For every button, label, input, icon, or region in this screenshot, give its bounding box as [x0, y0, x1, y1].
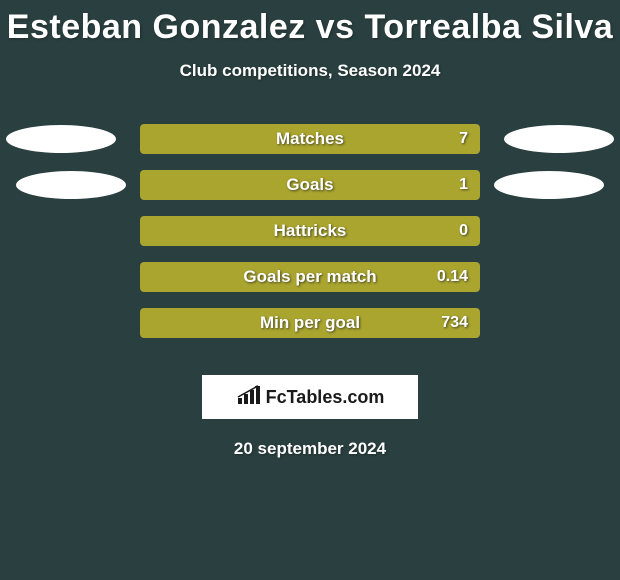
- stat-value: 7: [459, 130, 468, 148]
- stat-bar: Matches 7: [140, 124, 480, 154]
- stat-value: 0: [459, 222, 468, 240]
- stat-row-matches: Matches 7: [0, 123, 620, 169]
- date-text: 20 september 2024: [0, 439, 620, 459]
- stat-value: 734: [441, 314, 468, 332]
- player2-ellipse: [504, 125, 614, 153]
- subtitle: Club competitions, Season 2024: [0, 61, 620, 81]
- stat-row-hattricks: Hattricks 0: [0, 215, 620, 261]
- stat-row-goals-per-match: Goals per match 0.14: [0, 261, 620, 307]
- stat-row-goals: Goals 1: [0, 169, 620, 215]
- logo-inner: FcTables.com: [236, 384, 385, 411]
- player1-ellipse: [16, 171, 126, 199]
- stat-bar: Goals 1: [140, 170, 480, 200]
- infographic-container: Esteban Gonzalez vs Torrealba Silva Club…: [0, 0, 620, 459]
- player2-ellipse: [494, 171, 604, 199]
- stat-label: Hattricks: [274, 221, 347, 241]
- logo-text: FcTables.com: [266, 387, 385, 408]
- stat-label: Goals per match: [243, 267, 376, 287]
- stat-bar: Min per goal 734: [140, 308, 480, 338]
- stat-label: Matches: [276, 129, 344, 149]
- stat-bar: Goals per match 0.14: [140, 262, 480, 292]
- stat-bar: Hattricks 0: [140, 216, 480, 246]
- bar-chart-icon: [236, 384, 262, 411]
- stats-block: Matches 7 Goals 1 Hattricks 0 Goals per …: [0, 123, 620, 353]
- stat-value: 1: [459, 176, 468, 194]
- page-title: Esteban Gonzalez vs Torrealba Silva: [0, 8, 620, 47]
- logo-box: FcTables.com: [202, 375, 418, 419]
- stat-label: Min per goal: [260, 313, 360, 333]
- player1-ellipse: [6, 125, 116, 153]
- stat-label: Goals: [286, 175, 333, 195]
- stat-row-min-per-goal: Min per goal 734: [0, 307, 620, 353]
- stat-value: 0.14: [437, 268, 468, 286]
